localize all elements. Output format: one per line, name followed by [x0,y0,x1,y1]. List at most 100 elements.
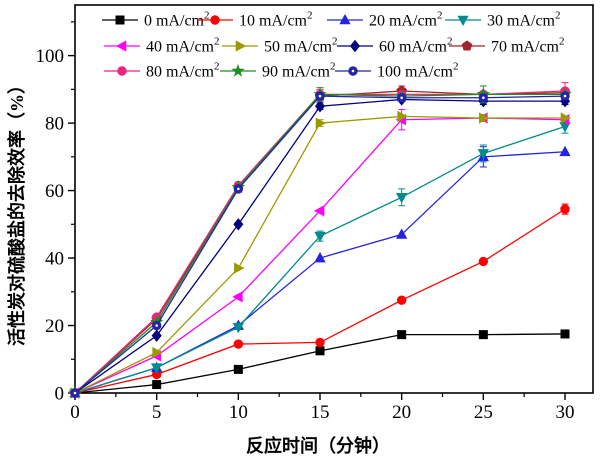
legend-label: 90 mA/cm2 [262,61,336,81]
circle-marker [396,295,407,305]
legend-item-10-ma-cm: 10 mA/cm2 [197,10,313,30]
star-marker [231,63,245,77]
triangle-right-marker [479,112,490,124]
x-tick-label: 30 [556,402,575,423]
diamond-marker [314,100,326,113]
marker-dot [237,187,240,191]
y-axis: 0 20 40 60 80 100 [36,21,75,405]
legend: 0 mA/cm2 10 mA/cm2 20 mA/cm2 30 mA/cm2 40 mA… [102,10,565,81]
legend-label: 20 mA/cm2 [369,10,443,30]
triangle-down-marker [151,363,163,374]
marker-dot [351,69,355,73]
legend-label-superscript: 2 [204,10,210,22]
pentagon-marker [461,40,473,51]
series-20-ma-cm [69,145,571,398]
y-tick-label: 100 [36,46,65,67]
triangle-right-marker [152,346,163,359]
legend-label-superscript: 2 [307,10,313,22]
triangle-down-marker [232,322,244,334]
triangle-down-marker [457,15,469,27]
diamond-marker [151,329,162,342]
y-tick-label: 0 [55,384,65,405]
triangle-left-marker [313,205,325,217]
marker-dot [73,391,77,395]
square-marker [152,380,162,390]
marker-dot [563,94,567,98]
triangle-down-marker [396,193,408,204]
x-tick-label: 15 [311,402,330,423]
legend-label: 100 mA/cm2 [377,61,459,81]
triangle-right-marker [560,112,572,124]
legend-item-60-ma-cm: 60 mA/cm2 [337,36,453,56]
y-axis-title: 活性炭对硫酸盐的去除效率（%） [7,76,27,346]
x-axis-title: 反应时间（分钟） [246,436,390,456]
legend-label: 10 mA/cm2 [239,10,313,30]
y-tick-label: 60 [45,181,64,202]
x-tick-label: 20 [392,402,411,423]
diamond-marker [349,39,361,53]
legend-label: 0 mA/cm2 [144,10,210,30]
legend-label-superscript: 2 [559,36,565,48]
legend-label-superscript: 2 [453,61,459,73]
marker-dot [318,94,322,98]
legend-label: 40 mA/cm2 [146,36,220,56]
circle-marker [233,339,244,349]
circle-marker [478,256,489,267]
legend-label: 80 mA/cm2 [146,61,220,81]
marker-dot [400,96,403,100]
legend-label-superscript: 2 [332,36,338,48]
legend-item-40-ma-cm: 40 mA/cm2 [104,36,220,56]
legend-item-90-ma-cm: 90 mA/cm2 [220,61,336,81]
legend-label-superscript: 2 [330,61,336,73]
legend-item-70-ma-cm: 70 mA/cm2 [449,36,565,56]
y-tick-label: 20 [45,316,64,337]
legend-label: 30 mA/cm2 [487,10,561,30]
series-100-ma-cm [70,91,570,398]
y-tick-label: 80 [45,114,64,135]
marker-dot [155,324,158,327]
square-marker [115,15,125,25]
triangle-right-marker [235,40,247,52]
square-marker [233,364,243,374]
circle-marker [315,337,325,348]
triangle-up-marker [559,145,571,157]
triangle-down-marker [314,231,326,243]
legend-label-superscript: 2 [437,10,443,22]
marker-dot [482,96,485,100]
circle-marker [210,15,220,25]
legend-item-30-ma-cm: 30 mA/cm2 [445,10,561,30]
x-tick-label: 25 [474,402,493,423]
triangle-right-marker [234,262,245,274]
diamond-marker [233,218,244,231]
legend-item-0-ma-cm: 0 mA/cm2 [102,10,210,30]
legend-label: 70 mA/cm2 [491,36,565,56]
circle-marker [117,66,127,76]
square-marker [478,330,488,340]
triangle-up-marker [339,13,351,25]
y-tick-label: 40 [45,249,64,270]
legend-label-superscript: 2 [555,10,561,22]
plot-frame [74,4,594,394]
x-tick-label: 5 [152,402,162,423]
x-axis: 0 5 10 15 20 25 30 [70,393,575,423]
legend-label-superscript: 2 [214,61,220,73]
series-50-ma-cm [70,110,572,399]
triangle-right-marker [315,117,327,129]
legend-label-superscript: 2 [447,36,453,48]
legend-item-80-ma-cm: 80 mA/cm2 [104,61,220,81]
square-marker [397,330,407,340]
legend-item-20-ma-cm: 20 mA/cm2 [327,10,443,30]
legend-item-50-ma-cm: 50 mA/cm2 [222,36,338,56]
triangle-down-marker [477,149,489,160]
triangle-left-marker [232,291,243,303]
legend-label: 60 mA/cm2 [379,36,453,56]
x-tick-label: 10 [229,402,248,423]
triangle-left-marker [115,40,127,52]
x-tick-label: 0 [70,402,80,423]
square-marker [560,329,570,339]
legend-label: 50 mA/cm2 [264,36,338,56]
triangle-right-marker [397,110,408,122]
legend-item-100-ma-cm: 100 mA/cm2 [335,61,459,81]
